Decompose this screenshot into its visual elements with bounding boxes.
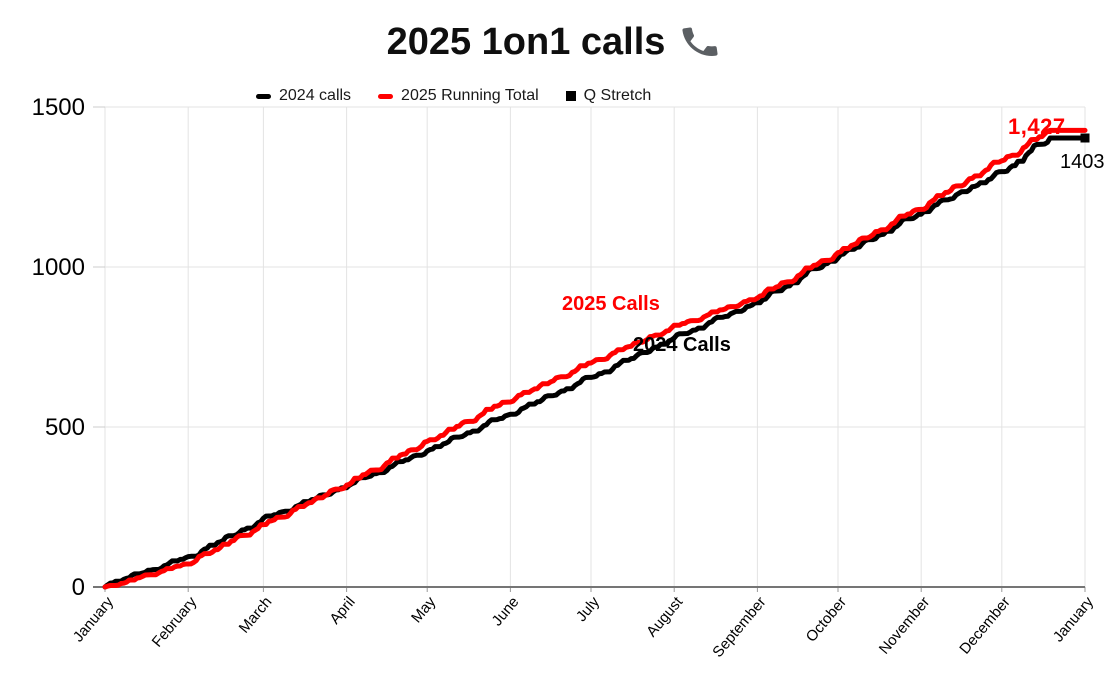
final-value-label-2025: 1,427 (1008, 114, 1066, 139)
y-axis-label: 1500 (32, 94, 85, 121)
final-value-label-2024: 1403 (1060, 151, 1105, 173)
q-stretch-marker (1080, 133, 1090, 143)
y-axis-label: 500 (45, 414, 85, 441)
y-axis-label: 0 (72, 574, 85, 601)
series-label-2024-calls: 2024 Calls (633, 334, 731, 356)
legend-label-2024-calls: 2024 calls (279, 87, 352, 104)
legend-item-2025-running-total: 2025 Running Total (378, 87, 539, 105)
legend-marker-2024-calls (256, 93, 271, 99)
chart-title-row: 2025 1on1 calls (0, 16, 1108, 68)
series-label-2025-calls: 2025 Calls (562, 293, 660, 315)
x-axis-label: October (803, 594, 850, 646)
phone-icon (682, 27, 718, 56)
legend-label-q-stretch: Q Stretch (583, 87, 652, 104)
x-axis-label: February (149, 593, 201, 650)
legend-marker-2025-running-total (378, 93, 394, 99)
x-axis-label: April (326, 594, 358, 628)
x-axis-label: August (643, 593, 687, 640)
series-line-2025-running-total (102, 127, 1088, 590)
x-axis-label: September (709, 594, 769, 661)
x-axis-label: June (489, 594, 523, 630)
series-line-2024-calls (102, 135, 1088, 590)
legend-item-2024-calls: 2024 calls (256, 87, 351, 105)
x-axis-label: January (1050, 593, 1098, 645)
legend-marker-q-stretch (565, 91, 576, 101)
x-axis-label: May (408, 593, 440, 626)
x-axis-label: December (956, 594, 1014, 658)
legend-label-2025-running-total: 2025 Running Total (401, 87, 539, 104)
y-axis-label: 1000 (32, 254, 85, 281)
page-title: 2025 1on1 calls (386, 20, 666, 63)
legend: 2024 calls 2025 Running Total Q Stretch (256, 86, 651, 106)
x-axis-label: November (876, 594, 934, 658)
x-axis-label: March (236, 594, 276, 637)
x-axis-label: July (573, 593, 603, 625)
x-axis-label: January (70, 593, 118, 645)
legend-item-q-stretch: Q Stretch (565, 87, 652, 105)
